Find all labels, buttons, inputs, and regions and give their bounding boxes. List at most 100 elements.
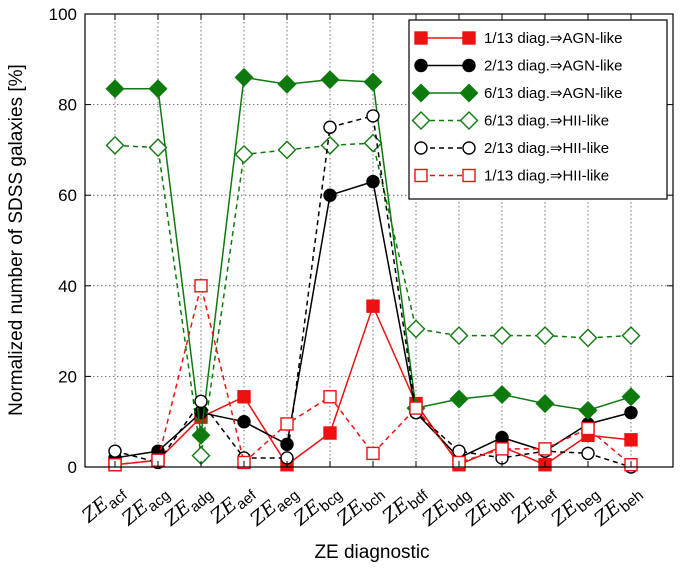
x-tick-label: ZEbdg — [417, 480, 474, 534]
series-3 — [105, 133, 641, 466]
x-tick-label: ZEaef — [206, 479, 261, 531]
legend-marker — [462, 31, 476, 45]
data-point — [452, 444, 466, 458]
data-point — [624, 405, 638, 420]
data-point — [449, 389, 469, 409]
data-point — [492, 326, 512, 346]
data-point — [323, 390, 337, 404]
x-tick-label: ZEbcg — [289, 480, 346, 534]
data-point — [320, 135, 340, 155]
data-point — [277, 74, 297, 94]
legend-marker — [411, 83, 431, 103]
x-tick-label: ZEbeh — [589, 480, 646, 534]
legend-entry: 1/13 diag.⇒HII-like — [414, 168, 609, 185]
data-point — [409, 401, 423, 415]
data-point — [234, 67, 254, 87]
y-tick-label: 80 — [58, 96, 77, 115]
legend-marker — [462, 141, 476, 155]
legend-label: 6/13 diag.⇒HII-like — [484, 113, 609, 130]
legend-entry: 6/13 diag.⇒HII-like — [411, 111, 609, 130]
legend-label: 1/13 diag.⇒AGN-like — [484, 30, 622, 47]
legend-label: 6/13 diag.⇒AGN-like — [484, 85, 622, 102]
data-point — [148, 79, 168, 99]
legend-marker — [414, 141, 428, 155]
legend-marker — [414, 168, 428, 183]
y-tick-label: 0 — [68, 458, 77, 477]
data-point — [148, 138, 168, 158]
series-2 — [105, 67, 641, 445]
data-point — [578, 400, 598, 420]
legend-entry: 6/13 diag.⇒AGN-like — [411, 83, 622, 103]
series-5 — [108, 279, 638, 472]
data-point — [194, 279, 208, 293]
legend-entry: 2/13 diag.⇒AGN-like — [414, 58, 622, 75]
data-point — [277, 140, 297, 160]
data-point — [581, 421, 595, 436]
data-point — [323, 426, 337, 440]
legend-label: 2/13 diag.⇒AGN-like — [484, 58, 622, 75]
y-tick-label: 100 — [49, 5, 77, 24]
data-point — [581, 446, 595, 461]
y-tick-label: 40 — [58, 277, 77, 296]
legend-marker — [462, 58, 476, 73]
data-point — [492, 385, 512, 405]
plot-frame — [84, 13, 674, 468]
data-point — [323, 188, 337, 202]
x-tick-label: ZEbeg — [546, 480, 603, 534]
x-tick-label: ZEbch — [332, 480, 389, 534]
data-point — [495, 442, 509, 456]
data-point — [366, 174, 380, 189]
data-point — [449, 326, 469, 346]
data-point — [495, 430, 509, 445]
legend-entry: 1/13 diag.⇒AGN-like — [414, 30, 622, 47]
data-point — [535, 326, 555, 346]
data-point — [194, 394, 208, 409]
data-point — [538, 442, 552, 456]
legend-marker — [414, 31, 428, 45]
legend-marker — [459, 111, 479, 130]
data-point — [108, 444, 122, 458]
x-tick-label: ZEacg — [117, 480, 174, 534]
x-tick-label: ZEadg — [159, 480, 216, 534]
legend-box — [408, 19, 668, 200]
legend-label: 2/13 diag.⇒HII-like — [484, 140, 609, 157]
data-point — [323, 120, 337, 134]
data-point — [366, 299, 380, 313]
x-tick-label: ZEbef — [507, 479, 562, 531]
legend-label: 1/13 diag.⇒HII-like — [484, 168, 609, 185]
data-point — [624, 433, 638, 447]
series-layer — [105, 67, 641, 474]
legend-marker — [462, 168, 476, 183]
data-point — [363, 72, 383, 92]
data-point — [366, 109, 380, 123]
x-tick-label: ZEaeg — [245, 480, 302, 534]
data-point — [320, 70, 340, 90]
x-tick-label: ZEbdh — [460, 480, 517, 534]
data-point — [105, 135, 125, 155]
x-tick-label: ZEacf — [77, 479, 131, 530]
data-point — [237, 390, 251, 404]
x-tick-label: ZEbdf — [378, 479, 433, 531]
legend: 1/13 diag.⇒AGN-like 2/13 diag.⇒AGN-like 6/… — [408, 19, 668, 200]
legend-entry: 2/13 diag.⇒HII-like — [414, 140, 609, 157]
data-point — [578, 328, 598, 348]
data-point — [280, 417, 294, 431]
data-point — [621, 387, 641, 407]
y-tick-label: 20 — [58, 367, 77, 386]
data-point — [234, 144, 254, 164]
legend-marker — [414, 58, 428, 73]
x-axis-title: ZE diagnostic — [314, 542, 429, 563]
data-point — [105, 79, 125, 99]
data-point — [406, 319, 426, 339]
data-point — [280, 437, 294, 452]
y-axis-title: Normalized number of SDSS galaxies [%] — [6, 64, 27, 416]
data-point — [621, 326, 641, 346]
data-point — [535, 394, 555, 414]
legend-marker — [459, 83, 479, 103]
data-point — [237, 415, 251, 429]
y-tick-label: 60 — [58, 186, 77, 205]
data-point — [366, 446, 380, 461]
legend-marker — [411, 111, 431, 130]
